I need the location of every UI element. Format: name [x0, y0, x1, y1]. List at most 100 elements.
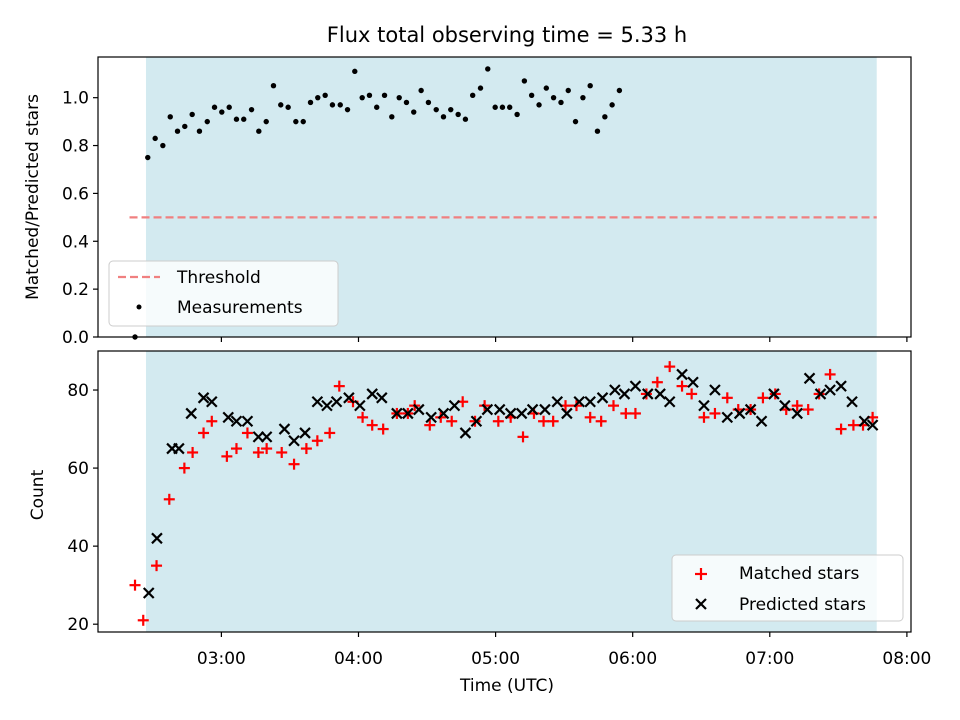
measurement-point: [565, 87, 571, 94]
predicted-point: [151, 532, 163, 545]
count-legend-box: [671, 554, 904, 622]
predicted-point: [391, 407, 403, 420]
measurement-point: [352, 68, 358, 75]
ratio-axes-frame: [97, 56, 912, 338]
matched-point: [664, 361, 676, 373]
count-xtick-label: 05:00: [471, 649, 520, 669]
predicted-point: [330, 395, 343, 408]
measurement-point: [270, 83, 277, 89]
measurement-point: [616, 87, 623, 94]
predicted-point: [493, 403, 506, 416]
predicted-point: [413, 403, 425, 416]
predicted-point: [866, 419, 879, 431]
matched-point: [629, 407, 641, 419]
predicted-point: [448, 399, 461, 412]
count-xtick-label: 07:00: [745, 649, 794, 669]
measurement-point: [300, 118, 306, 125]
predicted-point: [376, 392, 388, 404]
ratio-ytick-label: 0.0: [62, 328, 89, 348]
matched-point: [802, 404, 814, 416]
measurement-point: [366, 92, 373, 98]
predicted-point: [561, 407, 573, 420]
count-xtick-label: 04:00: [334, 649, 383, 669]
measurement-point: [285, 104, 291, 110]
measurement-point: [558, 99, 564, 106]
measurement-point: [440, 114, 447, 120]
matched-point: [288, 458, 300, 470]
measurement-point: [528, 92, 535, 98]
predicted-point: [526, 403, 539, 416]
predicted-point: [343, 392, 355, 404]
predicted-point: [663, 395, 676, 408]
predicted-point: [481, 403, 494, 416]
measurement-point: [389, 114, 395, 120]
predicted-point: [779, 399, 791, 412]
predicted-point: [858, 415, 871, 428]
ratio-ytick-label: 0.2: [62, 280, 89, 300]
predicted-point: [197, 392, 210, 404]
matched-point: [595, 415, 607, 427]
matched-point: [676, 380, 688, 392]
measurement-point: [507, 104, 513, 110]
measurement-point: [543, 85, 550, 91]
matched-point: [607, 400, 619, 412]
chart-title: Flux total observing time = 5.33 h: [327, 23, 687, 47]
predicted-point: [596, 392, 609, 404]
matched-point: [446, 415, 458, 427]
measurement-point: [344, 106, 351, 113]
measurement-point: [381, 92, 388, 98]
matched-point: [547, 415, 559, 427]
predicted-point: [142, 587, 155, 599]
predicted-point: [768, 388, 780, 400]
measurement-point: [359, 94, 365, 101]
measurement-point: [594, 128, 601, 134]
legend-matched-marker: [695, 568, 707, 580]
matched-point: [163, 493, 175, 505]
count-ytick-label: 60: [67, 459, 89, 479]
predicted-point: [824, 384, 836, 396]
predicted-point: [299, 427, 311, 439]
count-y-ticks: 20 40 60 80: [67, 381, 98, 635]
matched-point: [221, 450, 233, 462]
measurement-point: [145, 154, 151, 161]
measurement-point: [263, 118, 269, 125]
predicted-point: [321, 399, 333, 412]
matched-point: [137, 614, 149, 626]
measurement-point: [211, 104, 218, 110]
measurement-point: [499, 104, 506, 110]
predicted-point: [791, 407, 803, 420]
measurement-point: [418, 87, 424, 94]
measurement-point: [226, 104, 232, 110]
matched-point: [276, 446, 288, 458]
legend-predicted-label: Predicted stars: [739, 595, 866, 615]
measurement-point: [152, 135, 158, 142]
matched-point: [835, 423, 847, 435]
matched-point: [791, 400, 803, 412]
matched-point: [230, 443, 242, 455]
measurement-point: [167, 114, 173, 120]
predicted-point: [288, 434, 300, 447]
measurement-point: [248, 106, 255, 113]
matched-point: [151, 560, 163, 572]
predicted-point: [437, 407, 450, 420]
matched-point: [698, 411, 710, 423]
measurement-point: [514, 111, 520, 118]
matched-point: [651, 376, 663, 388]
legend-measurement-dot: [136, 304, 142, 310]
matched-point: [686, 388, 698, 400]
measurement-point: [448, 106, 454, 113]
predicted-point: [835, 380, 847, 392]
measurement-point: [587, 83, 593, 89]
measurement-point: [374, 104, 380, 110]
predicted-point: [173, 442, 185, 455]
ratio-y-ticks: 0.0 0.2 0.4 0.6 0.8 1.0: [62, 89, 98, 348]
matched-point: [492, 415, 504, 427]
ratio-ytick-label: 0.8: [62, 137, 89, 157]
ratio-ytick-label: 1.0: [62, 89, 89, 109]
predicted-point: [584, 395, 596, 408]
predicted-point: [755, 415, 768, 428]
matched-point: [300, 443, 312, 455]
measurement-point: [256, 128, 262, 134]
predicted-point: [609, 384, 621, 396]
